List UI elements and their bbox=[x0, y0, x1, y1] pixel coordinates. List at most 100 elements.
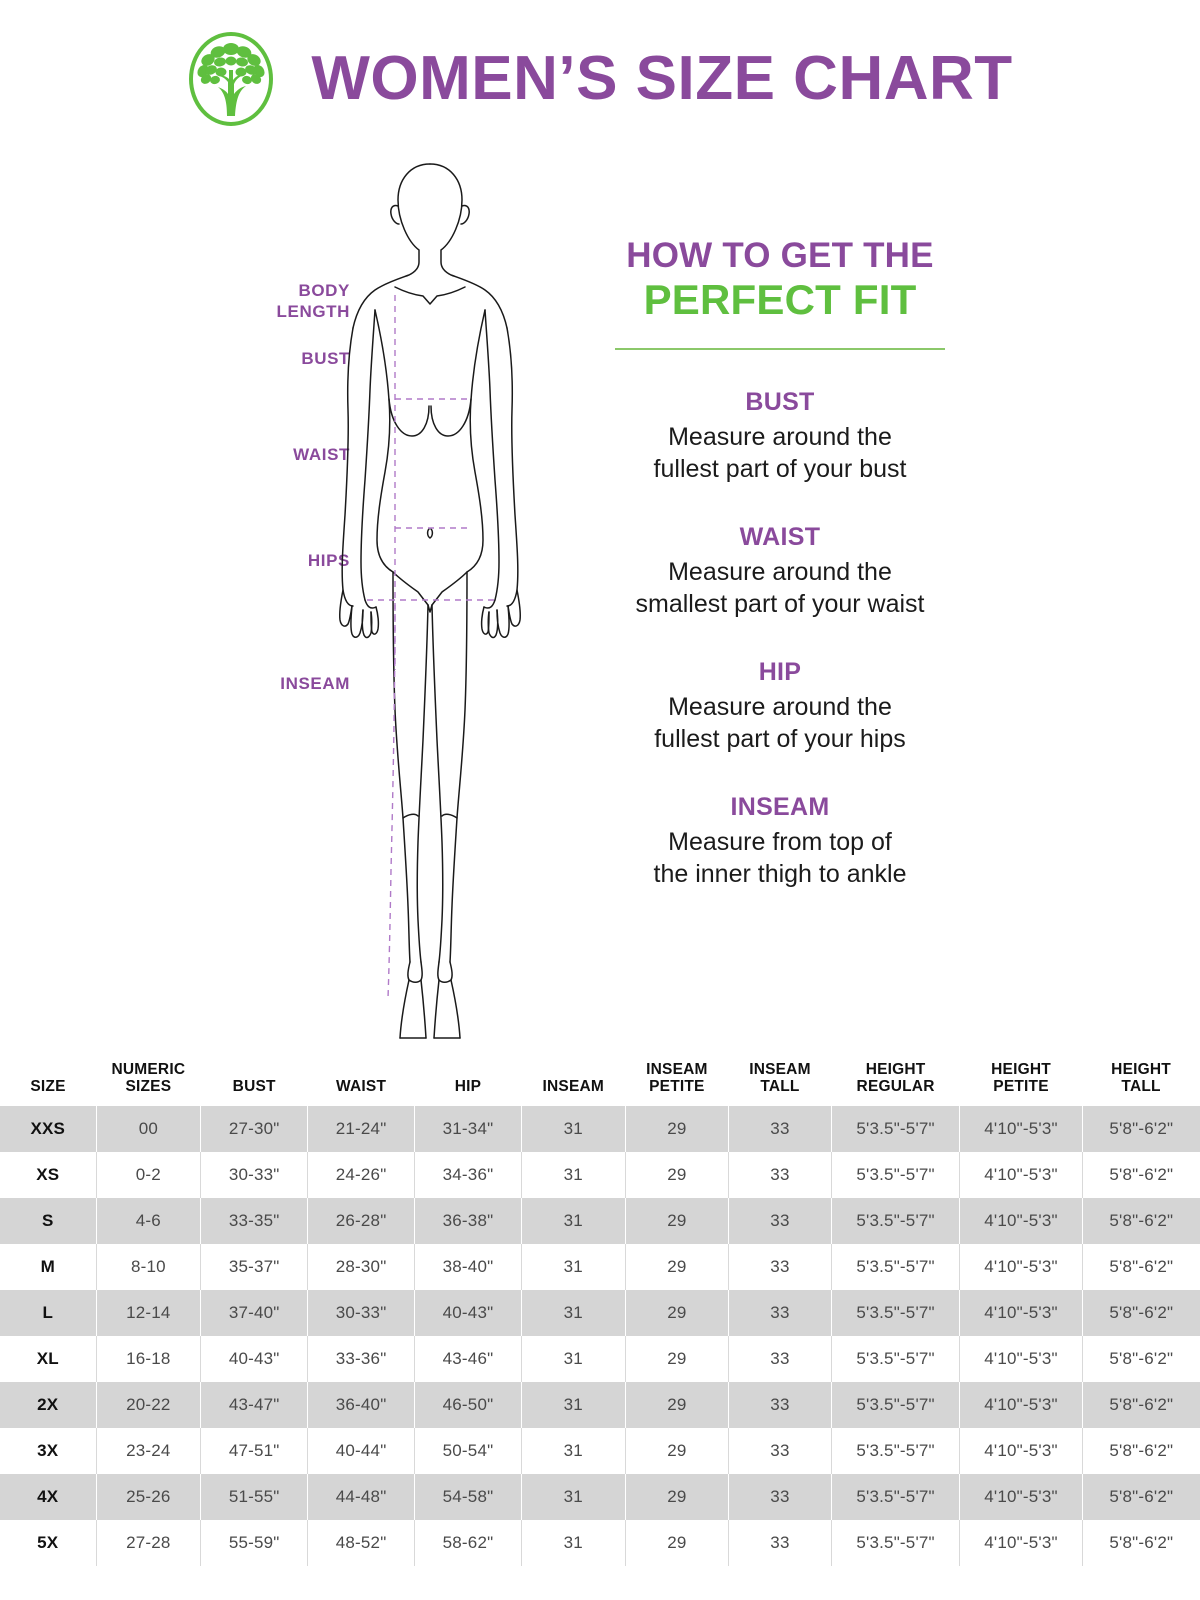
table-row: XL 16-18 40-43" 33-36" 43-46" 31 29 33 5'3.5"-5'… bbox=[0, 1335, 1200, 1382]
fit-term-hip: HIP bbox=[758, 658, 802, 687]
page-header: WOMEN’S SIZE CHART bbox=[0, 24, 1200, 134]
table-head: SIZE NUMERIC SIZES BUST WAIST HIP INSEAM INSEAM… bbox=[0, 1055, 1200, 1106]
fit-desc-inseam: Measure from top of the inner thigh to a… bbox=[580, 826, 980, 890]
table-cell: 20-22 bbox=[95, 1381, 201, 1428]
table-cell: 5'3.5"-5'7" bbox=[830, 1105, 960, 1152]
table-cell: 5'8"-6'2" bbox=[1081, 1427, 1200, 1474]
table-cell: 5'3.5"-5'7" bbox=[830, 1197, 960, 1244]
table-col-header: HEIGHT REGULAR bbox=[831, 1055, 960, 1106]
table-cell: 8-10 bbox=[95, 1243, 201, 1290]
table-cell: 4'10"-5'3" bbox=[959, 1105, 1083, 1152]
col-header-line1: HEIGHT bbox=[991, 1061, 1051, 1078]
table-col-header: BUST bbox=[201, 1055, 308, 1106]
table-cell: 00 bbox=[95, 1105, 201, 1152]
table-cell: 29 bbox=[624, 1381, 729, 1428]
table-cell-size: 2X bbox=[0, 1381, 96, 1428]
table-cell: 55-59" bbox=[200, 1519, 308, 1566]
table-col-header: HEIGHT TALL bbox=[1082, 1055, 1200, 1106]
label-body-length-line1: BODY bbox=[298, 281, 350, 300]
table-cell: 33-36" bbox=[307, 1335, 415, 1382]
fit-heading-line1: HOW TO GET THE bbox=[626, 236, 934, 275]
table-cell: 29 bbox=[624, 1473, 729, 1520]
table-cell: 35-37" bbox=[200, 1243, 308, 1290]
table-cell: 4'10"-5'3" bbox=[959, 1381, 1083, 1428]
table-cell: 34-36" bbox=[414, 1151, 522, 1198]
table-cell: 30-33" bbox=[200, 1151, 308, 1198]
size-table: SIZE NUMERIC SIZES BUST WAIST HIP INSEAM INSEAM… bbox=[0, 1055, 1200, 1566]
table-cell: 30-33" bbox=[307, 1289, 415, 1336]
table-cell: 5'8"-6'2" bbox=[1081, 1381, 1200, 1428]
table-row: S 4-6 33-35" 26-28" 36-38" 31 29 33 5'3.5"-5'7" 4… bbox=[0, 1197, 1200, 1244]
fit-term-waist: WAIST bbox=[739, 523, 821, 552]
table-cell: 5'8"-6'2" bbox=[1081, 1519, 1200, 1566]
table-cell: 33 bbox=[728, 1427, 832, 1474]
table-cell: 43-46" bbox=[414, 1335, 522, 1382]
table-cell: 23-24 bbox=[95, 1427, 201, 1474]
table-cell: 28-30" bbox=[307, 1243, 415, 1290]
table-cell: 31 bbox=[520, 1105, 626, 1152]
table-cell: 29 bbox=[624, 1427, 729, 1474]
fit-item-waist: WAIST Measure around the smallest part o… bbox=[580, 523, 980, 620]
table-row: L 12-14 37-40" 30-33" 40-43" 31 29 33 5'3.5"-5'7… bbox=[0, 1289, 1200, 1336]
table-cell: 21-24" bbox=[307, 1105, 415, 1152]
table-cell: 5'8"-6'2" bbox=[1081, 1473, 1200, 1520]
table-header-row: SIZE NUMERIC SIZES BUST WAIST HIP INSEAM INSEAM… bbox=[0, 1055, 1200, 1106]
table-cell: 33 bbox=[728, 1289, 832, 1336]
table-cell: 5'3.5"-5'7" bbox=[830, 1243, 960, 1290]
table-cell: 36-38" bbox=[414, 1197, 522, 1244]
label-waist: WAIST bbox=[293, 445, 350, 464]
divider bbox=[615, 348, 945, 351]
table-cell: 44-48" bbox=[307, 1473, 415, 1520]
table-cell-size: 5X bbox=[0, 1519, 96, 1566]
col-header-line1: HEIGHT bbox=[865, 1061, 926, 1078]
table-cell: 5'3.5"-5'7" bbox=[830, 1427, 960, 1474]
fit-desc-waist-line2: smallest part of your waist bbox=[635, 590, 925, 619]
table-col-header: HEIGHT PETITE bbox=[960, 1055, 1082, 1106]
table-cell: 31 bbox=[520, 1473, 626, 1520]
table-cell: 29 bbox=[624, 1197, 729, 1244]
table-cell: 40-43" bbox=[200, 1335, 308, 1382]
female-body-diagram-icon bbox=[339, 163, 521, 1039]
table-cell: 5'8"-6'2" bbox=[1081, 1335, 1200, 1382]
table-cell: 33 bbox=[728, 1105, 832, 1152]
fit-desc-hip: Measure around the fullest part of your … bbox=[580, 691, 980, 755]
table-cell: 37-40" bbox=[200, 1289, 308, 1336]
fit-desc-bust: Measure around the fullest part of your … bbox=[580, 421, 980, 485]
table-cell: 24-26" bbox=[307, 1151, 415, 1198]
table-cell: 5'8"-6'2" bbox=[1081, 1243, 1200, 1290]
table-cell: 29 bbox=[624, 1289, 729, 1336]
col-header-line1: NUMERIC bbox=[111, 1061, 186, 1078]
col-header-line2: REGULAR bbox=[856, 1078, 935, 1096]
table-cell: 29 bbox=[624, 1151, 729, 1198]
fit-desc-hip-line1: Measure around the bbox=[668, 693, 892, 722]
measurement-labels: BODY LENGTH BUST WAIST HIPS INSEAM bbox=[160, 150, 460, 1040]
table-cell: 5'8"-6'2" bbox=[1081, 1105, 1200, 1152]
table-cell: 4-6 bbox=[95, 1197, 201, 1244]
table-cell-size: L bbox=[0, 1289, 96, 1336]
table-cell: 29 bbox=[624, 1243, 729, 1290]
col-header-line1: INSEAM bbox=[749, 1061, 811, 1078]
fit-desc-hip-line2: fullest part of your hips bbox=[654, 725, 906, 754]
table-cell: 50-54" bbox=[414, 1427, 522, 1474]
table-cell: 31 bbox=[520, 1381, 626, 1428]
fit-desc-inseam-line1: Measure from top of bbox=[668, 828, 892, 857]
fit-heading-line2: PERFECT FIT bbox=[643, 275, 917, 323]
col-header-line1: INSEAM bbox=[646, 1061, 708, 1078]
size-table-wrapper: SIZE NUMERIC SIZES BUST WAIST HIP INSEAM INSEAM… bbox=[0, 1055, 1200, 1566]
table-cell: 5'8"-6'2" bbox=[1081, 1151, 1200, 1198]
table-col-header: INSEAM PETITE bbox=[625, 1055, 729, 1106]
table-cell: 33 bbox=[728, 1335, 832, 1382]
table-cell: 31 bbox=[520, 1427, 626, 1474]
table-cell: 40-44" bbox=[307, 1427, 415, 1474]
table-cell: 5'8"-6'2" bbox=[1081, 1289, 1200, 1336]
table-cell: 4'10"-5'3" bbox=[959, 1335, 1083, 1382]
label-inseam: INSEAM bbox=[280, 674, 350, 693]
body-figure-area: BODY LENGTH BUST WAIST HIPS INSEAM bbox=[160, 150, 560, 1040]
label-bust: BUST bbox=[301, 349, 350, 368]
table-body: XXS 00 27-30" 21-24" 31-34" 31 29 33 5'3.5"-5'7"… bbox=[0, 1105, 1200, 1566]
table-cell: 5'3.5"-5'7" bbox=[830, 1519, 960, 1566]
table-cell: 4'10"-5'3" bbox=[959, 1197, 1083, 1244]
table-cell: 38-40" bbox=[414, 1243, 522, 1290]
table-col-header: INSEAM TALL bbox=[729, 1055, 832, 1106]
